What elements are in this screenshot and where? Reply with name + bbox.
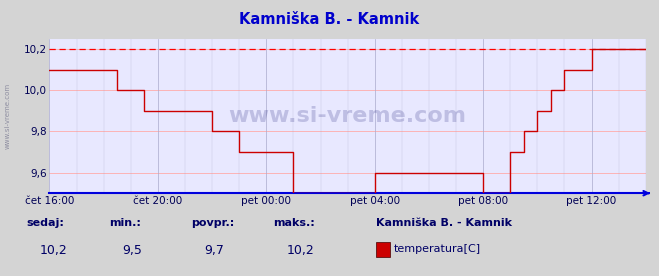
Text: Kamniška B. - Kamnik: Kamniška B. - Kamnik xyxy=(376,218,511,228)
Text: 10,2: 10,2 xyxy=(40,244,67,257)
Text: 9,7: 9,7 xyxy=(204,244,224,257)
Text: sedaj:: sedaj: xyxy=(26,218,64,228)
Text: povpr.:: povpr.: xyxy=(191,218,235,228)
Text: Kamniška B. - Kamnik: Kamniška B. - Kamnik xyxy=(239,12,420,27)
Text: 9,5: 9,5 xyxy=(122,244,142,257)
Text: www.si-vreme.com: www.si-vreme.com xyxy=(5,83,11,149)
Text: 10,2: 10,2 xyxy=(287,244,314,257)
Text: www.si-vreme.com: www.si-vreme.com xyxy=(229,106,467,126)
Text: temperatura[C]: temperatura[C] xyxy=(394,244,481,254)
Text: min.:: min.: xyxy=(109,218,140,228)
Text: maks.:: maks.: xyxy=(273,218,315,228)
